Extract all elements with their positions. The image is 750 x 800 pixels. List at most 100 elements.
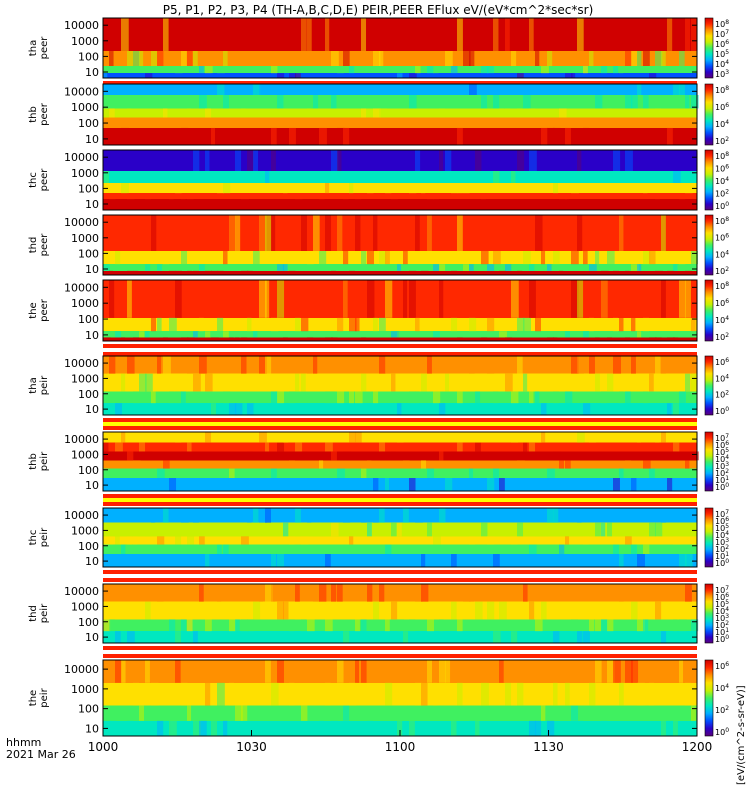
colorbar-tick-label: 100 bbox=[715, 201, 729, 211]
probe-label: the bbox=[28, 302, 39, 318]
colorbar: 106 104 102 100 bbox=[704, 659, 729, 737]
y-tick-label: 100 bbox=[78, 616, 99, 629]
spectrogram-texture bbox=[103, 432, 699, 491]
y-tick-label: 10000 bbox=[64, 585, 99, 598]
spectrogram-texture bbox=[103, 280, 696, 341]
colorbar-unit-label: [eV/(cm^2-s-sr-eV)] bbox=[736, 685, 747, 785]
colorbar-tick-label: 106 bbox=[715, 357, 729, 367]
colorbar-tick-label: 102 bbox=[715, 468, 729, 478]
y-tick-label: 100 bbox=[78, 117, 99, 130]
colorbar-tick-label: 104 bbox=[715, 683, 729, 693]
time-format-label: hhmm bbox=[6, 736, 41, 749]
colorbar-tick-label: 107 bbox=[715, 433, 729, 443]
probe-label: thd bbox=[28, 605, 39, 622]
y-tick-label: 100 bbox=[78, 313, 99, 326]
y-tick-label: 10 bbox=[85, 479, 99, 492]
panel-frame bbox=[102, 17, 698, 79]
time-tick-label: 1000 bbox=[88, 740, 119, 754]
panel-the-peer: 10 100 1000 10000 the peer 108 106 104 102 bbox=[28, 279, 729, 356]
y-tick-label: 10000 bbox=[64, 216, 99, 229]
y-tick-label: 10000 bbox=[64, 19, 99, 32]
colorbar-tick-label: 104 bbox=[715, 119, 729, 129]
colorbar-tick-label: 103 bbox=[715, 537, 729, 547]
y-axis: 10 100 1000 10000 bbox=[64, 281, 697, 342]
colorbar-gradient bbox=[704, 659, 714, 737]
panel-frame bbox=[102, 583, 698, 644]
colorbar: 108 106 104 102 100 bbox=[704, 149, 729, 211]
colorbar-gradient bbox=[704, 149, 714, 211]
y-tick-label: 1000 bbox=[71, 524, 99, 537]
y-tick-label: 10 bbox=[85, 66, 99, 79]
species-label: peer bbox=[39, 233, 50, 257]
panel-thc-peer: 10 100 1000 10000 thc peer 108 106 104 102 100 bbox=[28, 149, 729, 211]
colorbar-tick-label: 106 bbox=[715, 298, 729, 308]
quality-strip bbox=[103, 418, 697, 430]
panel-frame bbox=[102, 279, 698, 342]
species-label: peir bbox=[39, 375, 50, 395]
y-tick-label: 100 bbox=[78, 703, 99, 716]
species-label: peir bbox=[39, 527, 50, 547]
species-label: peer bbox=[39, 102, 50, 126]
colorbar-tick-label: 105 bbox=[715, 599, 729, 609]
y-tick-label: 10000 bbox=[64, 663, 99, 676]
colorbar-gradient bbox=[704, 507, 714, 568]
colorbar-gradient bbox=[704, 214, 714, 276]
chart-title: P5, P1, P2, P3, P4 (TH-A,B,C,D,E) PEIR,P… bbox=[163, 3, 594, 17]
probe-label: thd bbox=[28, 237, 39, 254]
colorbar-tick-label: 102 bbox=[715, 544, 729, 554]
y-tick-label: 10000 bbox=[64, 357, 99, 370]
quality-strip bbox=[103, 494, 697, 506]
y-tick-label: 10 bbox=[85, 631, 99, 644]
colorbar-tick-label: 108 bbox=[715, 281, 729, 291]
probe-label: tha bbox=[28, 377, 39, 393]
y-tick-label: 1000 bbox=[71, 600, 99, 613]
colorbar-tick-label: 108 bbox=[715, 151, 729, 161]
panel-frame bbox=[102, 355, 698, 416]
panel-frame bbox=[102, 214, 698, 276]
y-axis: 10 100 1000 10000 bbox=[64, 585, 697, 644]
panel-thb-peer: 10 100 1000 10000 thb peer 108 106 104 102 bbox=[28, 83, 729, 146]
species-label: peir bbox=[39, 603, 50, 623]
quality-strip bbox=[103, 646, 697, 658]
spectrogram-texture bbox=[103, 215, 699, 275]
panel-tha-peir: 10 100 1000 10000 tha peir 106 104 102 100 bbox=[28, 355, 729, 430]
date-label: 2021 Mar 26 bbox=[6, 748, 76, 761]
colorbar-tick-label: 104 bbox=[715, 176, 729, 186]
spectrogram-texture bbox=[103, 150, 697, 210]
quality-strip bbox=[103, 570, 697, 582]
colorbar-tick-label: 104 bbox=[715, 530, 729, 540]
y-tick-label: 10 bbox=[85, 329, 99, 342]
y-tick-label: 1000 bbox=[71, 232, 99, 245]
colorbar-tick-label: 107 bbox=[715, 29, 729, 39]
y-tick-label: 10 bbox=[85, 722, 99, 735]
probe-label: thb bbox=[28, 106, 39, 123]
time-tick-label: 1100 bbox=[385, 740, 416, 754]
colorbar-tick-label: 106 bbox=[715, 39, 729, 49]
y-axis: 10 100 1000 10000 bbox=[64, 151, 697, 211]
colorbar-tick-label: 101 bbox=[715, 627, 729, 637]
colorbar-gradient bbox=[704, 355, 714, 416]
species-label: peir bbox=[39, 451, 50, 471]
colorbar-tick-label: 100 bbox=[715, 727, 729, 737]
y-tick-label: 100 bbox=[78, 182, 99, 195]
colorbar: 108 106 104 102 bbox=[704, 214, 729, 276]
y-tick-label: 100 bbox=[78, 388, 99, 401]
y-tick-label: 10000 bbox=[64, 151, 99, 164]
colorbar-tick-label: 102 bbox=[715, 189, 729, 199]
colorbar-tick-label: 108 bbox=[715, 19, 729, 29]
colorbar-tick-label: 100 bbox=[715, 634, 729, 644]
spectrogram-texture bbox=[103, 508, 697, 567]
colorbar-tick-label: 103 bbox=[715, 461, 729, 471]
y-tick-label: 1000 bbox=[71, 297, 99, 310]
y-tick-label: 10000 bbox=[64, 433, 99, 446]
species-label: peer bbox=[39, 168, 50, 192]
spectrogram-texture bbox=[103, 18, 698, 78]
colorbar: 106 104 102 100 bbox=[704, 355, 729, 416]
colorbar-tick-label: 102 bbox=[715, 390, 729, 400]
